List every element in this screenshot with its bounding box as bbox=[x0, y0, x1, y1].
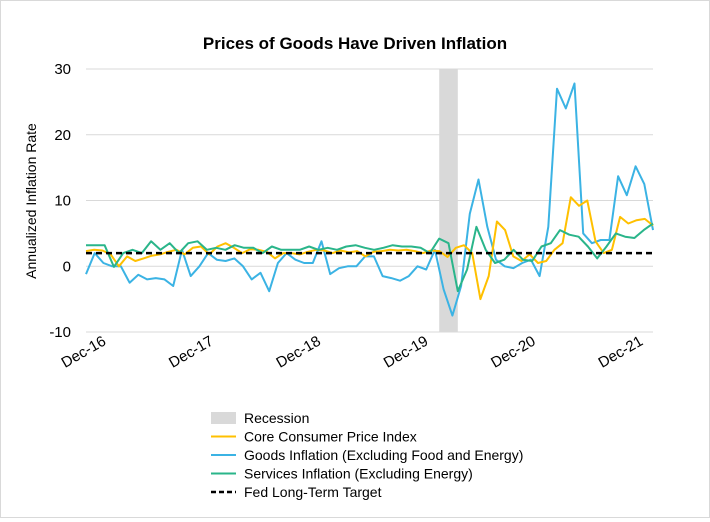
series-layer bbox=[85, 82, 654, 317]
grid-layer bbox=[86, 68, 653, 333]
legend-label-recession: Recession bbox=[244, 410, 309, 426]
x-tick-label: Dec-20 bbox=[488, 333, 538, 372]
y-tick-label: 0 bbox=[63, 258, 71, 275]
y-tick-label: 20 bbox=[54, 127, 71, 144]
y-tick-labels: 30 20 10 0 -10 bbox=[49, 61, 71, 341]
y-tick-label: 30 bbox=[54, 61, 71, 78]
chart-title: Prices of Goods Have Driven Inflation bbox=[203, 34, 507, 53]
legend-label-series-2: Services Inflation (Excluding Energy) bbox=[244, 466, 473, 482]
x-tick-label: Dec-18 bbox=[273, 333, 323, 372]
series-line-1 bbox=[85, 82, 654, 317]
x-tick-label: Dec-21 bbox=[596, 333, 646, 372]
legend-label-series-0: Core Consumer Price Index bbox=[244, 429, 417, 445]
y-tick-label: -10 bbox=[49, 324, 71, 341]
y-axis-label: Annualized Inflation Rate bbox=[23, 123, 39, 279]
legend-label-series-1: Goods Inflation (Excluding Food and Ener… bbox=[244, 447, 523, 463]
x-tick-labels: Dec-16 Dec-17 Dec-18 Dec-19 Dec-20 Dec-21 bbox=[59, 333, 646, 372]
x-tick-label: Dec-17 bbox=[166, 333, 216, 372]
x-tick-label: Dec-19 bbox=[381, 333, 431, 372]
legend: Recession Core Consumer Price Index Goods … bbox=[211, 410, 523, 500]
series-line-2 bbox=[86, 222, 654, 293]
legend-swatch-recession bbox=[211, 412, 236, 424]
legend-label-series-3: Fed Long-Term Target bbox=[244, 484, 382, 500]
y-tick-label: 10 bbox=[54, 193, 71, 210]
